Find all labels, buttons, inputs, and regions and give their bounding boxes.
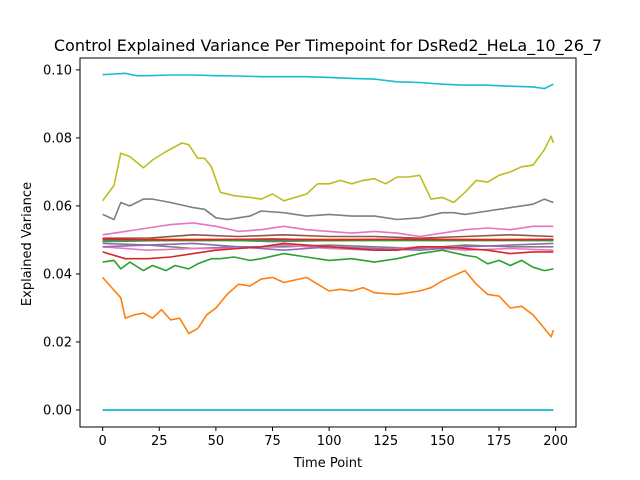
series-line-2 xyxy=(102,198,554,221)
x-axis-label: Time Point xyxy=(293,456,362,471)
x-tick-label: 50 xyxy=(208,434,225,449)
series-line-13 xyxy=(102,242,554,260)
plot-frame xyxy=(79,57,577,428)
series-line-0 xyxy=(102,72,554,90)
x-tick-label: 100 xyxy=(317,434,342,449)
x-tick-label: 75 xyxy=(264,434,281,449)
x-tick-label: 200 xyxy=(543,434,568,449)
series-line-9 xyxy=(102,238,554,241)
series-line-15 xyxy=(102,269,555,338)
y-tick-label: 0.08 xyxy=(43,131,72,146)
series-line-14 xyxy=(102,249,554,272)
y-tick-label: 0.04 xyxy=(43,267,72,282)
y-tick-label: 0.00 xyxy=(43,403,72,418)
x-tick-label: 125 xyxy=(373,434,398,449)
x-axis: 0 25 50 75 100 125 150 175 200 xyxy=(99,427,568,449)
y-tick-label: 0.06 xyxy=(43,199,72,214)
y-axis-label: Explained Variance xyxy=(20,182,35,306)
series-layer xyxy=(101,72,555,411)
series-line-3 xyxy=(102,222,554,238)
y-tick-label: 0.02 xyxy=(43,335,72,350)
y-tick-label: 0.10 xyxy=(43,63,72,78)
x-tick-label: 150 xyxy=(430,434,455,449)
x-tick-label: 0 xyxy=(99,434,107,449)
x-tick-label: 175 xyxy=(487,434,512,449)
series-line-4 xyxy=(102,234,554,239)
chart-title: Control Explained Variance Per Timepoint… xyxy=(54,36,602,56)
y-axis: 0.00 0.02 0.04 0.06 0.08 0.10 xyxy=(43,63,80,418)
x-tick-label: 25 xyxy=(151,434,168,449)
series-line-1 xyxy=(101,135,555,204)
